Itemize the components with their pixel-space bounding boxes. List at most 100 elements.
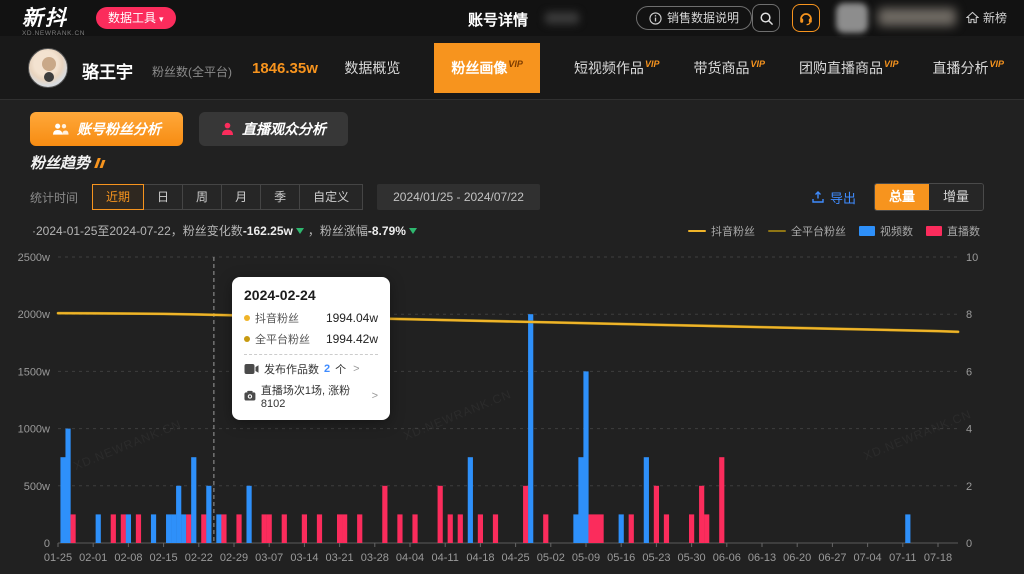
live-bar: [110, 514, 116, 543]
video-bar: [176, 485, 182, 543]
vip-badge: VIP: [883, 59, 899, 70]
nav-item-video-works[interactable]: 短视频作品VIP: [574, 58, 660, 78]
data-tools-button[interactable]: 数据工具 ▾: [96, 7, 176, 29]
live-text: 直播场次1场, 涨粉8102: [260, 385, 351, 410]
chevron-right-icon: >: [353, 363, 360, 375]
tooltip-works-row[interactable]: 发布作品数 2 个 >: [244, 361, 378, 377]
legend-label: 视频数: [880, 226, 913, 238]
tab-account-fans-analysis[interactable]: 账号粉丝分析: [30, 112, 183, 146]
x-axis-label: 03-21: [326, 552, 354, 564]
down-arrow-icon: [408, 227, 417, 234]
nav-item-goods[interactable]: 带货商品VIP: [693, 58, 765, 78]
newrank-logo[interactable]: 新抖 XD.NEWRANK.CN: [22, 2, 85, 37]
x-axis-label: 05-02: [537, 552, 565, 564]
nav-item-live-analysis[interactable]: 直播分析VIP: [932, 58, 1004, 78]
user-avatar[interactable]: [836, 3, 868, 33]
export-button[interactable]: 导出: [811, 188, 856, 207]
y-axis-right-label: 2: [966, 481, 972, 493]
fans-trend-chart[interactable]: 2500w 10 2000w 8 1500w 6 1000w 4 500w 2 0 0 01-25 02-…: [0, 248, 1024, 574]
live-bar: [70, 514, 76, 543]
time-segment-month[interactable]: 月: [222, 184, 262, 210]
legend-item-line-1[interactable]: 全平台粉丝: [768, 223, 846, 239]
y-axis-right-label: 0: [966, 538, 972, 550]
live-bar: [412, 514, 418, 543]
legend-item-bar-2[interactable]: 视频数: [859, 223, 913, 239]
tooltip-date: 2024-02-24: [244, 287, 316, 303]
live-bar: [186, 514, 192, 543]
legend-swatch: [688, 230, 706, 232]
live-bar: [704, 514, 710, 543]
nav-item-label: 数据概览: [344, 60, 401, 76]
video-bar: [618, 514, 624, 543]
live-bar: [316, 514, 323, 543]
time-segment-custom[interactable]: 自定义: [300, 184, 364, 210]
date-range-picker[interactable]: 2024/01/25 - 2024/07/22: [377, 184, 540, 210]
nav-item-data-overview[interactable]: 数据概览: [344, 58, 400, 78]
export-label: 导出: [829, 190, 856, 206]
live-bar: [221, 514, 227, 543]
nav-item-group-live-goods[interactable]: 团购直播商品VIP: [799, 58, 899, 78]
x-axis-label: 01-25: [44, 552, 72, 564]
data-tools-label: 数据工具: [108, 11, 157, 25]
video-bar: [246, 485, 252, 543]
video-bar: [171, 514, 177, 543]
time-segment-week[interactable]: 周: [183, 184, 223, 210]
tooltip-live-row[interactable]: 直播场次1场, 涨粉8102 >: [244, 382, 378, 410]
live-bar: [382, 485, 388, 543]
home-icon: [966, 11, 979, 24]
x-axis-label: 06-06: [713, 552, 741, 564]
y-axis-left-label: 1500w: [18, 366, 50, 378]
stats-range: 2024-01-25至2024-07-22: [36, 224, 171, 238]
legend-label: 抖音粉丝: [711, 226, 755, 238]
live-bar: [301, 514, 307, 543]
nav-item-label: 粉丝画像: [451, 60, 508, 76]
legend-swatch: [768, 230, 786, 232]
time-segment-day[interactable]: 日: [144, 184, 184, 210]
x-axis-label: 02-01: [79, 552, 107, 564]
nav-item-fans-portrait[interactable]: 粉丝画像VIP: [434, 43, 540, 93]
account-name: 骆王宇: [82, 63, 133, 82]
series-value: 1994.04w: [325, 311, 378, 325]
live-bar: [593, 514, 599, 543]
x-axis-label: 05-09: [572, 552, 600, 564]
live-bar: [719, 457, 725, 543]
toggle-increment[interactable]: 增量: [928, 184, 983, 210]
time-filter-row: 统计时间 近期日周月季自定义 2024/01/25 - 2024/07/22: [30, 184, 540, 210]
live-bar: [598, 514, 604, 543]
vip-badge: VIP: [508, 59, 523, 70]
fans-change-label: 粉丝变化数: [182, 224, 243, 238]
x-axis-label: 02-15: [150, 552, 178, 564]
time-segment-quarter[interactable]: 季: [261, 184, 301, 210]
video-bar: [150, 514, 157, 543]
time-segment-recent[interactable]: 近期: [92, 184, 145, 210]
stats-sep: ，: [307, 224, 320, 238]
tab-live-audience-analysis[interactable]: 直播观众分析: [199, 112, 348, 146]
live-bar: [261, 514, 267, 543]
account-avatar[interactable]: [28, 48, 68, 88]
support-headset-button[interactable]: [792, 4, 820, 32]
tab-label: 直播观众分析: [242, 121, 326, 137]
fans-change-value: -162.25w: [242, 223, 293, 238]
chart-canvas: 2500w 10 2000w 8 1500w 6 1000w 4 500w 2 0 0 01-25 02-…: [18, 252, 979, 564]
fans-total-value: 1846.35w: [252, 60, 318, 77]
stats-bullet: ·: [32, 223, 36, 238]
toggle-total[interactable]: 总量: [874, 184, 929, 210]
x-axis-label: 06-13: [748, 552, 776, 564]
legend-item-bar-3[interactable]: 直播数: [926, 223, 980, 239]
legend-swatch: [859, 226, 875, 236]
y-axis-left-label: 2500w: [18, 252, 50, 264]
section-title-text: 粉丝趋势: [30, 155, 91, 172]
x-axis-label: 04-18: [466, 552, 494, 564]
x-axis-label: 02-29: [220, 552, 248, 564]
search-button[interactable]: [752, 4, 780, 32]
vip-badge: VIP: [989, 59, 1004, 70]
live-bar: [447, 514, 453, 543]
legend-label: 全平台粉丝: [791, 226, 846, 238]
live-bar: [588, 514, 594, 543]
sales-data-info-button[interactable]: 销售数据说明: [636, 6, 753, 30]
newbang-home-link[interactable]: 新榜: [966, 9, 1007, 26]
legend-swatch: [926, 226, 942, 236]
legend-item-line-0[interactable]: 抖音粉丝: [688, 223, 755, 239]
works-count: 2: [324, 363, 331, 375]
flame-icon: [94, 157, 106, 168]
